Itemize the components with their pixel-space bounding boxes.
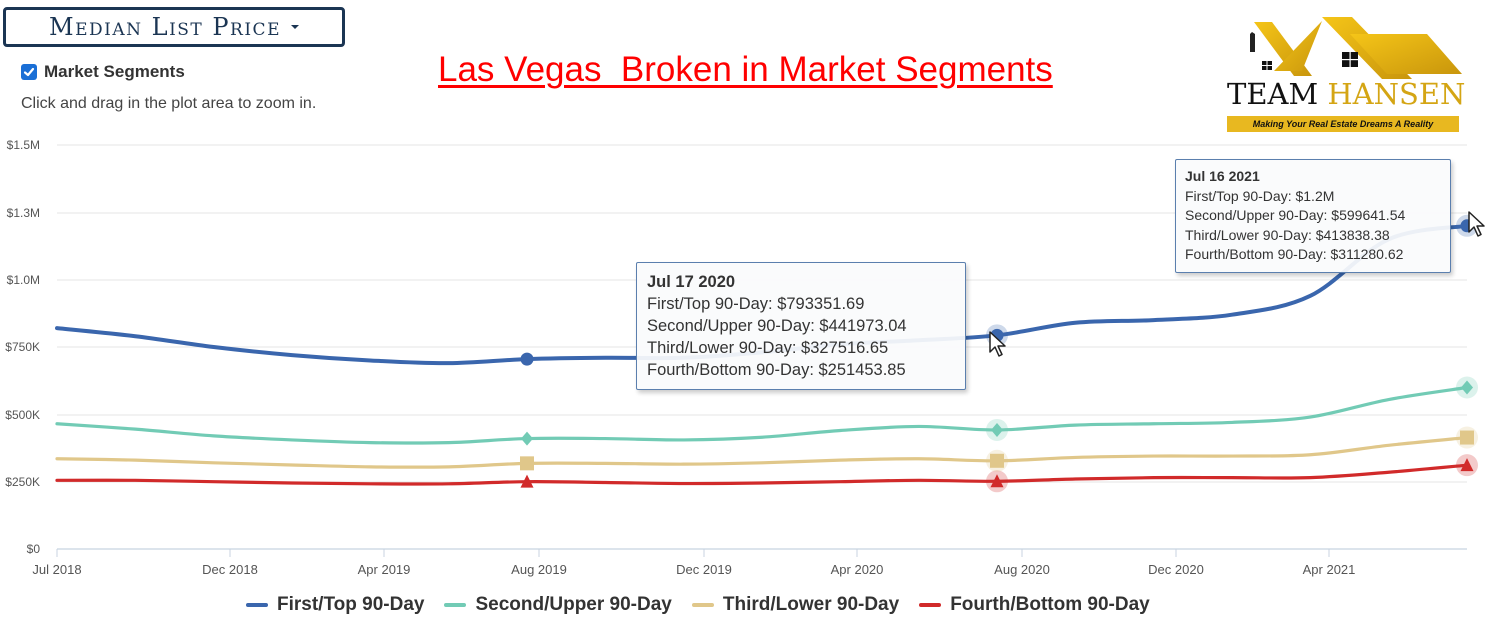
x-tick-label: Apr 2020 (830, 562, 884, 577)
x-tick-label: Jul 2018 (32, 562, 82, 577)
logo-tagline: Making Your Real Estate Dreams A Reality (1227, 116, 1459, 132)
logo-wordmark: TEAM HANSEN (1227, 77, 1466, 111)
house-roof-icon (1250, 17, 1462, 79)
chevron-down-icon (290, 25, 299, 29)
tooltip-jul-2021: Jul 16 2021 First/Top 90-Day: $1.2M Seco… (1175, 159, 1451, 273)
page-title: Las Vegas Broken in Market Segments (438, 50, 1053, 89)
x-tick-label: Apr 2021 (1302, 562, 1356, 577)
legend-item-third-lower[interactable]: Third/Lower 90-Day (691, 594, 899, 616)
tooltip-line-first: First/Top 90-Day: $793351.69 (647, 295, 865, 313)
tooltip-jul-2020: Jul 17 2020 First/Top 90-Day: $793351.69… (636, 262, 966, 390)
zoom-hint: Click and drag in the plot area to zoom … (21, 95, 317, 112)
team-hansen-logo: TEAM HANSEN Making Your Real Estate Drea… (1222, 14, 1467, 134)
data-point-marker-icon[interactable] (520, 456, 534, 471)
series-line-3[interactable] (55, 463, 1469, 486)
chart-legend: First/Top 90-Day Second/Upper 90-Day Thi… (246, 594, 1170, 616)
mouse-cursor-icon (1468, 211, 1485, 237)
x-tick-label: Apr 2019 (357, 562, 411, 577)
data-point-marker-icon[interactable] (521, 431, 533, 446)
legend-item-first-top[interactable]: First/Top 90-Day (246, 594, 424, 616)
data-point-marker-icon[interactable] (1460, 458, 1474, 472)
y-tick-label: $1.0M (6, 273, 40, 287)
legend-swatch-icon (919, 603, 942, 607)
legend-item-fourth-bottom[interactable]: Fourth/Bottom 90-Day (919, 594, 1150, 616)
y-tick-label: $1.5M (6, 138, 40, 152)
tooltip-line-third: Third/Lower 90-Day: $413838.38 (1185, 226, 1390, 243)
data-point-marker-icon[interactable] (1461, 380, 1473, 395)
x-tick-label: Aug 2019 (511, 562, 567, 577)
metric-dropdown[interactable]: Median List Price (3, 7, 345, 47)
tooltip-line-first: First/Top 90-Day: $1.2M (1185, 187, 1335, 204)
data-point-marker-icon[interactable] (990, 474, 1004, 488)
legend-swatch-icon (691, 603, 714, 607)
mouse-cursor-icon (989, 331, 1006, 357)
y-tick-label: $500K (5, 408, 40, 422)
data-point-marker-icon[interactable] (520, 352, 534, 366)
y-tick-label: $250K (5, 475, 40, 489)
x-tick-label: Aug 2020 (994, 562, 1050, 577)
x-tick-label: Dec 2019 (676, 562, 732, 577)
tooltip-line-fourth: Fourth/Bottom 90-Day: $251453.85 (647, 361, 906, 379)
legend-swatch-icon (246, 603, 268, 607)
tooltip-line-second: Second/Upper 90-Day: $441973.04 (647, 317, 907, 335)
checkbox-checked-icon[interactable] (21, 64, 37, 80)
tooltip-line-fourth: Fourth/Bottom 90-Day: $311280.62 (1185, 246, 1404, 262)
metric-dropdown-label: Median List Price (49, 13, 281, 41)
legend-swatch-icon (444, 603, 467, 607)
series-line-2[interactable] (55, 435, 1469, 469)
y-tick-label: $1.3M (6, 206, 40, 220)
y-tick-label: $0 (26, 542, 40, 556)
x-tick-label: Dec 2020 (1148, 562, 1204, 577)
x-tick-label: Dec 2018 (202, 562, 258, 577)
y-tick-label: $750K (5, 340, 40, 354)
tooltip-line-second: Second/Upper 90-Day: $599641.54 (1185, 207, 1406, 223)
legend-item-second-upper[interactable]: Second/Upper 90-Day (444, 594, 672, 616)
tooltip-line-third: Third/Lower 90-Day: $327516.65 (647, 339, 889, 357)
data-point-marker-icon[interactable] (991, 422, 1003, 437)
market-segments-label: Market Segments (44, 62, 185, 81)
market-segments-toggle[interactable]: Market Segments (21, 62, 185, 82)
data-point-marker-icon[interactable] (1460, 430, 1474, 445)
series-line-1[interactable] (55, 385, 1469, 445)
data-point-marker-icon[interactable] (520, 474, 534, 488)
tooltip-date: Jul 16 2021 (1185, 168, 1260, 184)
tooltip-date: Jul 17 2020 (647, 273, 736, 291)
data-point-marker-icon[interactable] (990, 453, 1004, 468)
